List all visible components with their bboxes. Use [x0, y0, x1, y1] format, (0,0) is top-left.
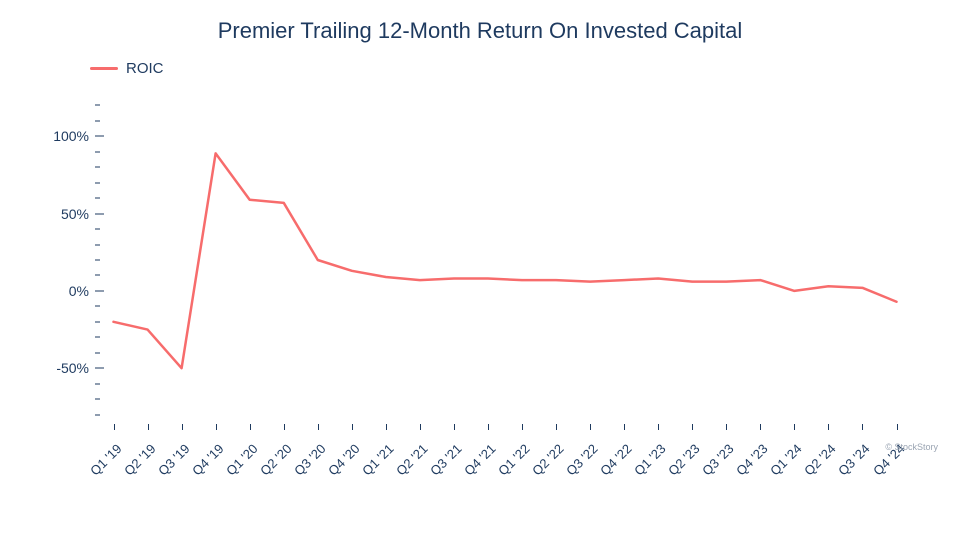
plot-area [100, 90, 910, 430]
x-tick-label: Q4 '23 [734, 441, 771, 478]
y-tick [95, 120, 100, 121]
x-tick-label: Q1 '22 [495, 441, 532, 478]
x-tick-label: Q2 '22 [529, 441, 566, 478]
x-tick [114, 424, 115, 430]
x-tick-label: Q3 '23 [699, 441, 736, 478]
x-tick-label: Q1 '20 [223, 441, 260, 478]
x-tick-label: Q3 '22 [563, 441, 600, 478]
x-tick-label: Q1 '24 [768, 441, 805, 478]
x-tick-label: Q2 '19 [121, 441, 158, 478]
x-tick-label: Q3 '19 [155, 441, 192, 478]
x-tick [522, 424, 523, 430]
x-tick [726, 424, 727, 430]
y-tick [95, 368, 104, 369]
y-tick [95, 260, 100, 261]
y-tick [95, 290, 104, 291]
x-tick-label: Q2 '21 [393, 441, 430, 478]
y-tick [95, 198, 100, 199]
x-tick [897, 424, 898, 430]
y-tick-label: 50% [61, 206, 89, 222]
y-tick [95, 105, 100, 106]
x-tick-label: Q4 '21 [461, 441, 498, 478]
y-tick [95, 275, 100, 276]
y-tick [95, 182, 100, 183]
x-tick-label: Q1 '19 [87, 441, 124, 478]
y-tick [95, 151, 100, 152]
x-tick [352, 424, 353, 430]
attribution: © StockStory [885, 442, 938, 452]
x-tick-label: Q3 '24 [836, 441, 873, 478]
x-tick-label: Q2 '23 [665, 441, 702, 478]
y-tick-label: 100% [53, 128, 89, 144]
x-tick [692, 424, 693, 430]
x-tick [590, 424, 591, 430]
y-tick [95, 244, 100, 245]
x-tick [794, 424, 795, 430]
y-tick [95, 383, 100, 384]
x-tick-label: Q2 '24 [802, 441, 839, 478]
y-tick [95, 213, 104, 214]
x-tick [318, 424, 319, 430]
chart-title: Premier Trailing 12-Month Return On Inve… [0, 0, 960, 44]
x-tick-label: Q4 '19 [189, 441, 226, 478]
x-tick-label: Q3 '21 [427, 441, 464, 478]
x-tick-label: Q1 '21 [359, 441, 396, 478]
y-tick [95, 136, 104, 137]
legend: ROIC [90, 60, 164, 77]
line-series [100, 90, 910, 430]
x-tick [182, 424, 183, 430]
x-tick [488, 424, 489, 430]
x-tick [420, 424, 421, 430]
x-tick-label: Q1 '23 [631, 441, 668, 478]
legend-label: ROIC [126, 60, 164, 77]
x-tick [828, 424, 829, 430]
y-tick [95, 229, 100, 230]
x-tick-label: Q4 '22 [597, 441, 634, 478]
y-tick [95, 352, 100, 353]
x-tick [556, 424, 557, 430]
x-tick [862, 424, 863, 430]
y-tick [95, 399, 100, 400]
y-tick [95, 167, 100, 168]
roic-line [114, 153, 897, 368]
x-tick-label: Q2 '20 [257, 441, 294, 478]
x-tick [250, 424, 251, 430]
y-tick [95, 414, 100, 415]
x-tick [658, 424, 659, 430]
x-tick [148, 424, 149, 430]
legend-swatch [90, 67, 118, 70]
x-axis: Q1 '19Q2 '19Q3 '19Q4 '19Q1 '20Q2 '20Q3 '… [100, 435, 910, 495]
x-tick [454, 424, 455, 430]
y-axis: -50% 0% 50% 100% [40, 90, 95, 430]
chart-area: -50%0%50%100% Q1 '19Q2 '19Q3 '19Q4 '19Q1… [40, 90, 920, 470]
x-tick-label: Q3 '20 [291, 441, 328, 478]
y-tick-label: 0% [69, 283, 89, 299]
x-tick-label: Q4 '20 [325, 441, 362, 478]
y-tick [95, 306, 100, 307]
x-tick [284, 424, 285, 430]
y-tick-label: -50% [56, 360, 89, 376]
x-tick [216, 424, 217, 430]
x-tick [624, 424, 625, 430]
x-tick [760, 424, 761, 430]
y-tick [95, 337, 100, 338]
y-tick [95, 321, 100, 322]
x-tick [386, 424, 387, 430]
